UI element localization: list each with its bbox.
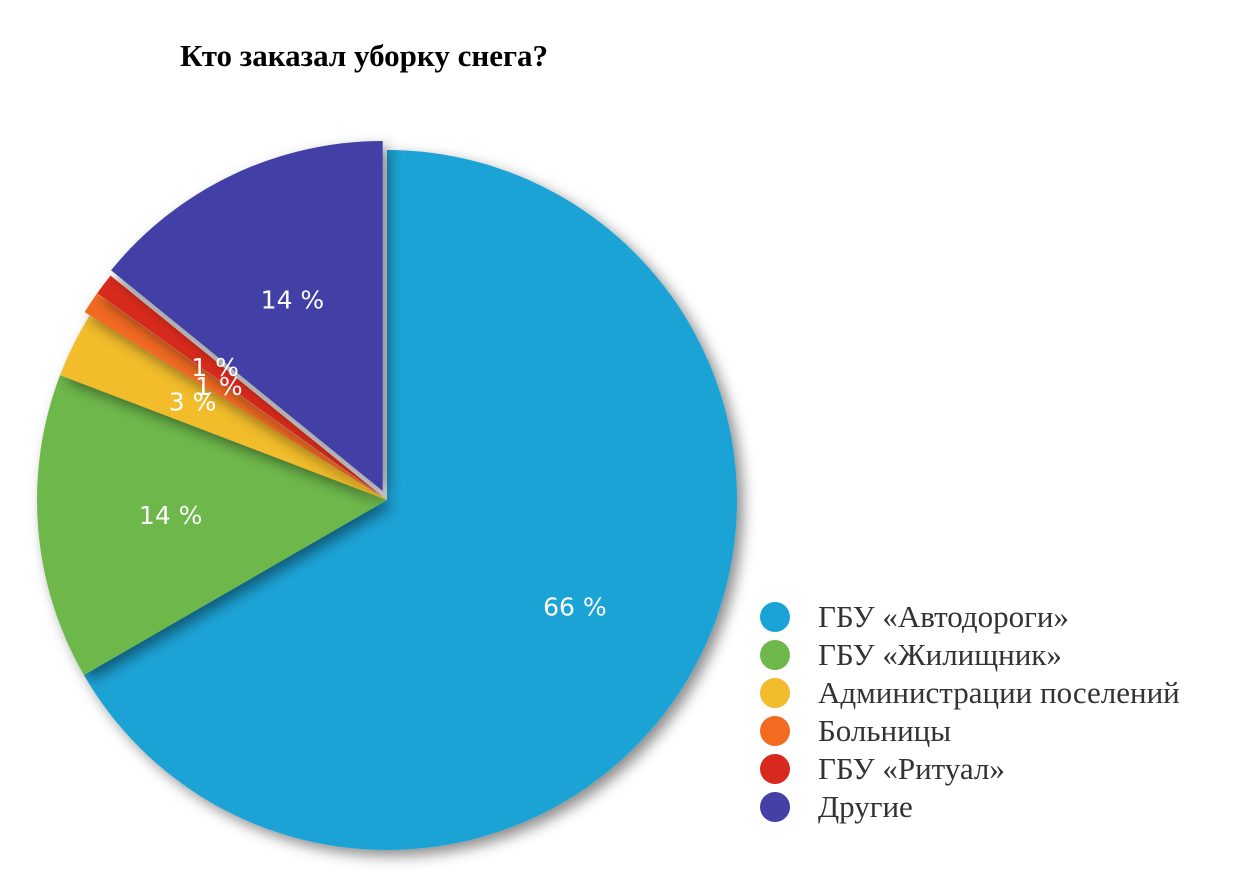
pie-slice bbox=[97, 275, 383, 497]
slice-label: 1 % bbox=[195, 372, 243, 401]
legend-swatch bbox=[760, 716, 790, 746]
legend-item: ГБУ «Автодороги» bbox=[760, 598, 1180, 636]
legend-label: Администрации поселений bbox=[818, 675, 1180, 710]
legend-item: Больницы bbox=[760, 712, 1180, 750]
chart-title: Кто заказал уборку снега? bbox=[180, 38, 549, 73]
legend-swatch bbox=[760, 640, 790, 670]
pie-slice bbox=[60, 315, 387, 500]
legend-swatch bbox=[760, 754, 790, 784]
legend-item: Администрации поселений bbox=[760, 674, 1180, 712]
pie-slice bbox=[37, 375, 388, 675]
pie-slice bbox=[84, 293, 383, 497]
legend-swatch bbox=[760, 792, 790, 822]
legend-item: Другие bbox=[760, 788, 1180, 826]
slice-label: 3 % bbox=[169, 388, 217, 417]
slice-label: 1 % bbox=[191, 353, 239, 382]
legend-item: ГБУ «Ритуал» bbox=[760, 750, 1180, 788]
slice-label: 14 % bbox=[261, 285, 325, 314]
pie-slice bbox=[83, 150, 737, 850]
legend: ГБУ «Автодороги» ГБУ «Жилищник» Администра… bbox=[760, 598, 1180, 826]
slice-label: 14 % bbox=[139, 501, 203, 530]
pie-slice bbox=[111, 140, 383, 491]
legend-item: ГБУ «Жилищник» bbox=[760, 636, 1180, 674]
legend-label: ГБУ «Ритуал» bbox=[818, 751, 1005, 786]
legend-label: ГБУ «Автодороги» bbox=[818, 599, 1069, 634]
legend-label: Больницы bbox=[818, 713, 952, 748]
legend-label: ГБУ «Жилищник» bbox=[818, 637, 1062, 672]
legend-label: Другие bbox=[818, 789, 913, 824]
legend-swatch bbox=[760, 602, 790, 632]
slice-label: 66 % bbox=[543, 593, 607, 622]
legend-swatch bbox=[760, 678, 790, 708]
